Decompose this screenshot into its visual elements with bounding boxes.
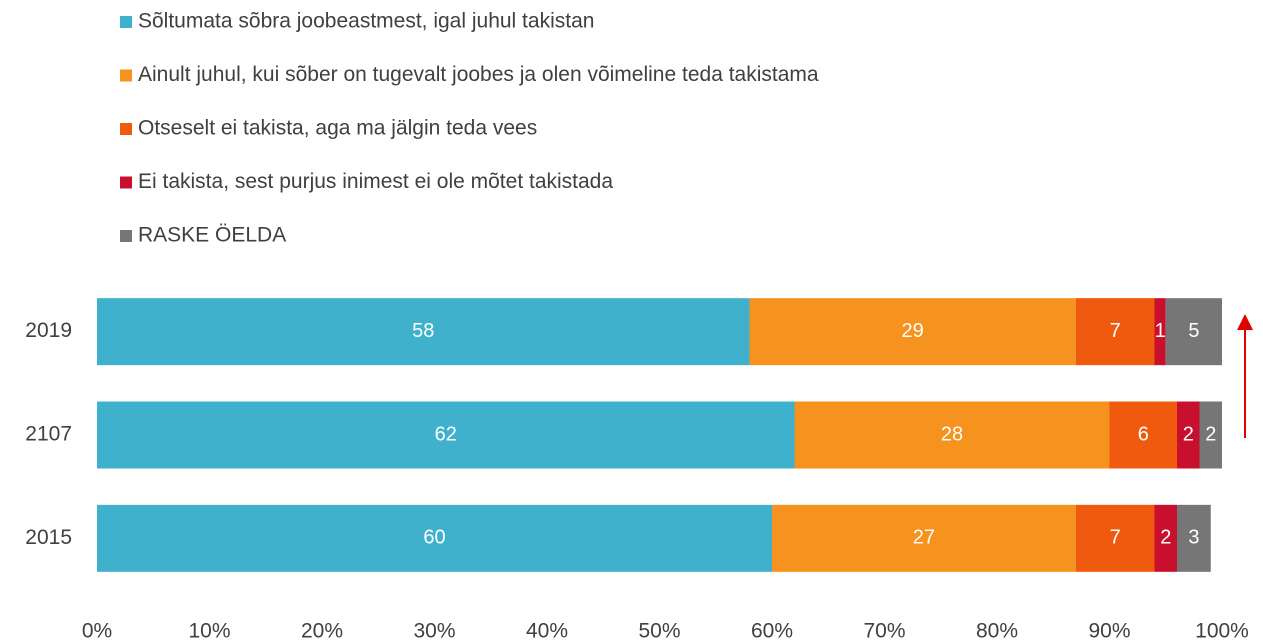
value-label: 2 [1205,423,1216,445]
x-tick-label: 0% [82,620,112,640]
bar-segment [749,298,1076,366]
bar-segment [97,401,795,469]
x-tick-label: 80% [976,620,1018,640]
bar-segment [1199,401,1222,469]
value-label: 62 [435,423,457,445]
bar-segment [1154,298,1166,366]
value-label: 7 [1110,320,1121,342]
x-tick-label: 90% [1088,620,1130,640]
legend-label: Otseselt ei takista, aga ma jälgin teda … [138,117,537,140]
x-tick-label: 30% [413,620,455,640]
legend-swatch [120,16,132,28]
x-tick-label: 70% [863,620,905,640]
bar-segment [772,504,1076,572]
legend-label: Ainult juhul, kui sõber on tugevalt joob… [138,63,819,86]
value-label: 5 [1188,320,1199,342]
bar-segment [1165,298,1222,366]
legend-swatch [120,69,132,82]
value-label: 7 [1110,527,1121,549]
bar-segment [1075,298,1155,366]
x-tick-label: 100% [1195,620,1249,640]
legend-label: Sõltumata sõbra joobeastmest, igal juhul… [138,10,594,33]
value-label: 28 [941,423,963,445]
bar-segment [794,401,1110,469]
legend-label: Ei takista, sest purjus inimest ei ole m… [138,170,613,193]
legend-swatch [120,230,132,242]
bar-segment [1154,504,1177,572]
legend-swatch [120,176,132,189]
value-label: 2 [1160,527,1171,549]
legend-swatch [120,123,132,135]
value-label: 29 [902,320,924,342]
bar-segment [1075,504,1155,572]
value-label: 2 [1183,423,1194,445]
bar-segment [1177,504,1211,572]
value-label: 60 [423,527,445,549]
x-tick-label: 40% [526,620,568,640]
y-tick-label: 2019 [25,319,72,342]
bar-segment [97,298,750,366]
x-tick-label: 60% [751,620,793,640]
x-tick-label: 50% [638,620,680,640]
bar-segment [1177,401,1200,469]
x-tick-label: 20% [301,620,343,640]
value-label: 27 [913,527,935,549]
value-label: 1 [1155,320,1166,342]
value-label: 3 [1188,527,1199,549]
value-label: 6 [1138,423,1149,445]
y-tick-label: 2015 [25,526,72,549]
bar-segment [1109,401,1177,469]
legend-label: RASKE ÖELDA [138,224,286,247]
bar-segment [97,504,772,572]
y-tick-label: 2107 [25,423,72,446]
x-tick-label: 10% [188,620,230,640]
value-label: 58 [412,320,434,342]
